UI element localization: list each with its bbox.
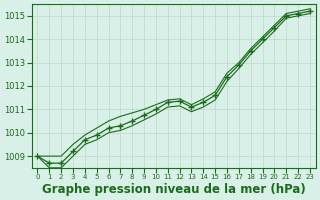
X-axis label: Graphe pression niveau de la mer (hPa): Graphe pression niveau de la mer (hPa) (42, 183, 306, 196)
